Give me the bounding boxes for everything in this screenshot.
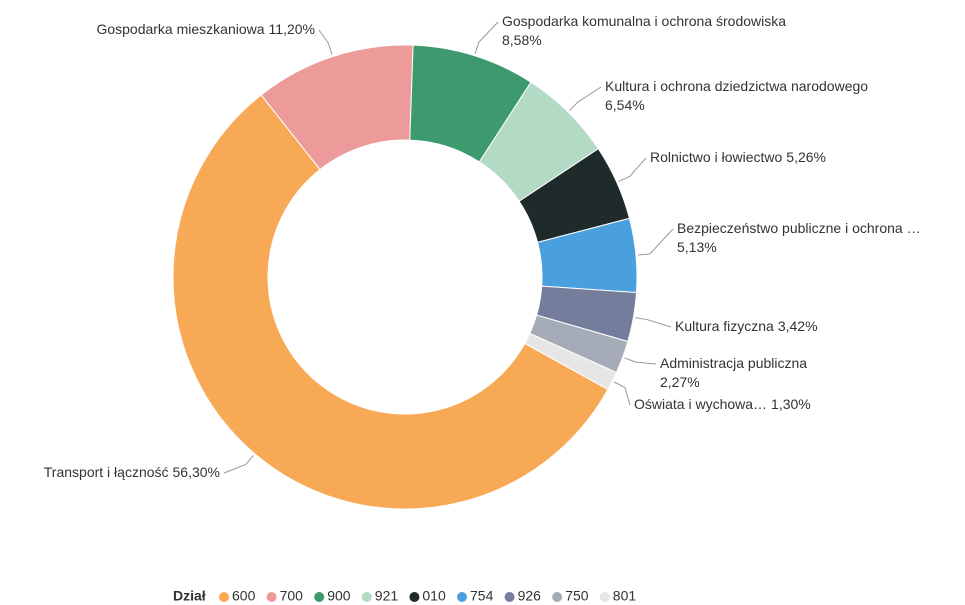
- legend-marker: [409, 592, 420, 602]
- slice-label: Bezpieczeństwo publiczne i ochrona … 5,13…: [677, 220, 921, 255]
- label-value: 5,26%: [786, 149, 826, 165]
- legend-label: 921: [375, 588, 399, 604]
- legend-marker: [219, 592, 229, 602]
- label-value: 2,27%: [660, 374, 700, 390]
- legend-marker: [314, 592, 325, 602]
- label-value: 3,42%: [778, 318, 818, 334]
- leader-line: [569, 86, 602, 111]
- slice-label: Transport i łączność 56,30%: [44, 464, 220, 480]
- label-value: 6,54%: [605, 97, 645, 113]
- legend-marker: [457, 592, 467, 602]
- leader-line: [613, 381, 631, 406]
- label-name: Administracja publiczna: [660, 355, 807, 371]
- label-name: Gospodarka komunalna i ochrona środowisk…: [502, 13, 786, 29]
- legend-marker: [266, 592, 277, 602]
- label-name: Bezpieczeństwo publiczne i ochrona …: [677, 220, 921, 236]
- legend-label: 900: [327, 588, 351, 604]
- slice-label: Oświata i wychowa… 1,30%: [634, 396, 811, 412]
- slice-label: Administracja publiczna 2,27%: [660, 355, 807, 390]
- legend-title: Dział: [173, 588, 206, 604]
- donut: [172, 44, 638, 510]
- leader-line: [624, 357, 657, 365]
- legend: Dział 600 700 900 921 010 754 926 750 801: [173, 588, 636, 604]
- label-name: Transport i łączność: [44, 464, 169, 480]
- label-value: 1,30%: [771, 396, 811, 412]
- slice-label: Gospodarka komunalna i ochrona środowisk…: [502, 13, 786, 48]
- legend-label: 754: [470, 588, 494, 604]
- slice-label: Kultura i ochrona dziedzictwa narodowego…: [605, 78, 868, 113]
- label-name: Oświata i wychowa…: [634, 396, 767, 412]
- leader-line: [223, 455, 254, 474]
- slice-labels: Transport i łączność 56,30% Gospodarka mie…: [44, 13, 921, 480]
- label-name: Kultura fizyczna: [675, 318, 774, 334]
- slice: [172, 94, 609, 510]
- legend-label: 801: [613, 588, 637, 604]
- leader-line: [618, 157, 647, 182]
- legend-label: 700: [280, 588, 304, 604]
- legend-marker: [599, 592, 610, 602]
- legend-label: 750: [565, 588, 589, 604]
- legend-label: 926: [518, 588, 542, 604]
- label-name: Rolnictwo i łowiectwo: [650, 149, 782, 165]
- label-value: 8,58%: [502, 32, 542, 48]
- label-value: 11,20%: [269, 21, 315, 37]
- slice-label: Kultura fizyczna 3,42%: [675, 318, 818, 334]
- leader-line: [318, 29, 333, 55]
- legend-label: 600: [232, 588, 256, 604]
- slice-label: Gospodarka mieszkaniowa 11,20%: [96, 21, 315, 37]
- leader-line: [474, 21, 499, 54]
- legend-label: 010: [422, 588, 446, 604]
- label-name: Kultura i ochrona dziedzictwa narodowego: [605, 78, 868, 94]
- legend-marker: [552, 592, 563, 602]
- label-value: 5,13%: [677, 239, 717, 255]
- label-name: Gospodarka mieszkaniowa: [96, 21, 264, 37]
- legend-marker: [504, 592, 515, 602]
- label-value: 56,30%: [173, 464, 220, 480]
- slice: [524, 332, 618, 391]
- leader-line: [637, 228, 674, 256]
- slice-label: Rolnictwo i łowiectwo 5,26%: [650, 149, 826, 165]
- legend-marker: [361, 592, 372, 602]
- leader-line: [635, 317, 672, 328]
